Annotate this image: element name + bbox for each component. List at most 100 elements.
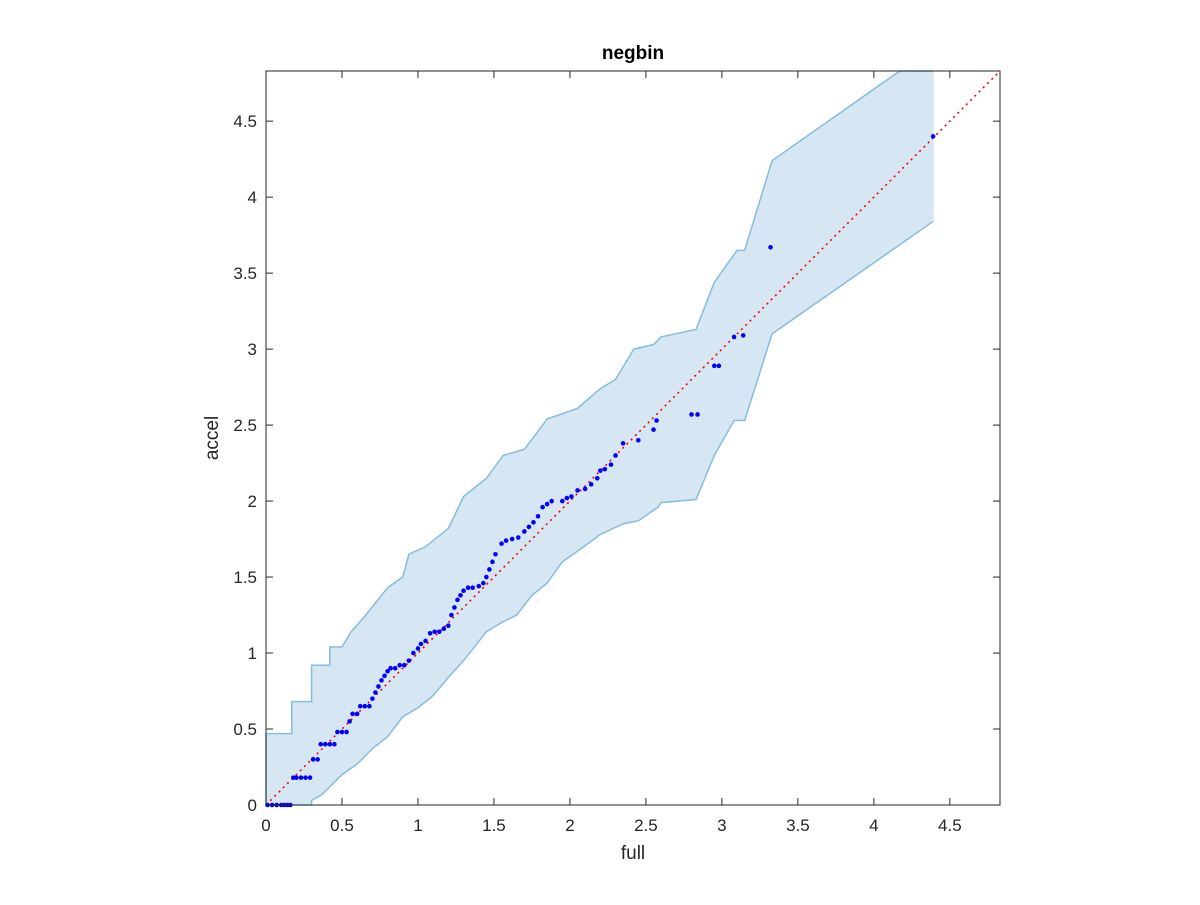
data-point <box>370 696 375 701</box>
data-point <box>335 729 340 735</box>
data-point <box>636 437 641 443</box>
y-tick-label: 2 <box>248 492 257 511</box>
data-point <box>461 588 466 594</box>
data-point <box>582 486 588 492</box>
data-point <box>432 629 437 635</box>
data-point <box>452 605 457 610</box>
data-point <box>397 662 403 668</box>
confidence-band-fill <box>266 71 934 805</box>
data-point <box>569 494 574 499</box>
data-point <box>418 641 424 647</box>
data-point <box>423 638 428 644</box>
data-point <box>367 703 372 709</box>
chart-title: negbin <box>602 43 664 64</box>
data-point <box>493 551 498 557</box>
data-point <box>441 626 447 632</box>
confidence-band-layer <box>265 70 934 806</box>
reference-line <box>265 70 1001 806</box>
y-tick-label: 1 <box>248 644 257 663</box>
data-point <box>350 711 355 717</box>
data-point <box>560 498 565 504</box>
data-point <box>354 711 360 717</box>
x-tick-label: 2 <box>565 816 574 835</box>
points-layer <box>265 134 936 808</box>
data-point <box>379 678 384 683</box>
data-point <box>654 418 659 423</box>
data-point <box>588 482 594 487</box>
data-point <box>470 585 475 590</box>
data-point <box>509 536 515 542</box>
data-point <box>740 333 746 338</box>
x-tick-label: 4 <box>869 816 878 835</box>
data-point <box>411 650 416 656</box>
data-point <box>401 662 407 668</box>
data-point <box>415 646 421 651</box>
data-point <box>303 775 308 780</box>
y-tick-label: 3.5 <box>233 264 257 283</box>
axes-box <box>265 70 1001 806</box>
data-point <box>487 567 492 572</box>
data-point <box>388 665 393 671</box>
x-tick-label: 1.5 <box>482 816 506 835</box>
data-point <box>731 334 737 340</box>
data-point <box>392 665 398 671</box>
data-point <box>307 775 313 780</box>
data-point <box>427 630 433 636</box>
data-point <box>436 629 442 635</box>
data-point <box>689 412 694 417</box>
data-point <box>695 412 700 417</box>
y-tick-label: 0.5 <box>233 720 257 739</box>
x-axis-label: full <box>621 843 645 864</box>
data-point <box>594 475 600 481</box>
data-point <box>544 501 550 507</box>
data-point <box>712 363 717 369</box>
data-point <box>318 741 324 747</box>
reference-line-layer <box>265 70 1001 806</box>
data-point <box>339 729 345 735</box>
y-axis-label: accel <box>202 416 223 460</box>
data-point <box>406 658 412 663</box>
data-point <box>310 757 316 762</box>
data-point <box>613 453 618 458</box>
data-point <box>531 520 536 525</box>
data-point <box>465 585 471 590</box>
data-point <box>327 741 333 747</box>
x-ticks: 0 0.5 1 1.5 2 2.5 3 3.5 4 4.5 <box>261 71 962 835</box>
data-point <box>332 741 337 747</box>
data-point <box>608 462 614 467</box>
data-point <box>535 513 541 519</box>
confidence-band-lower <box>266 220 934 806</box>
data-point <box>602 466 608 472</box>
data-point <box>499 541 504 546</box>
y-tick-label: 1.5 <box>233 568 257 587</box>
data-point <box>503 538 509 543</box>
data-point <box>620 441 626 446</box>
data-point <box>315 757 320 762</box>
data-point <box>768 244 773 250</box>
y-tick-label: 2.5 <box>233 416 257 435</box>
data-point <box>481 580 486 586</box>
x-tick-label: 4.5 <box>938 816 962 835</box>
data-point <box>344 729 349 735</box>
data-point <box>930 134 936 139</box>
data-point <box>716 363 722 369</box>
data-point <box>575 488 580 493</box>
data-point <box>376 684 381 689</box>
data-point <box>598 468 603 473</box>
data-point <box>549 498 554 504</box>
y-tick-label: 3 <box>248 340 257 359</box>
data-point <box>298 775 304 780</box>
data-point <box>294 775 299 780</box>
data-point <box>446 623 451 628</box>
data-point <box>373 690 378 695</box>
x-tick-label: 3.5 <box>786 816 810 835</box>
x-tick-label: 3 <box>717 816 726 835</box>
data-point <box>382 673 387 679</box>
data-point <box>357 703 363 709</box>
confidence-band-upper <box>266 70 934 735</box>
y-tick-label: 0 <box>248 796 257 815</box>
data-point <box>385 668 390 674</box>
data-point <box>490 559 495 565</box>
data-point <box>362 703 368 709</box>
